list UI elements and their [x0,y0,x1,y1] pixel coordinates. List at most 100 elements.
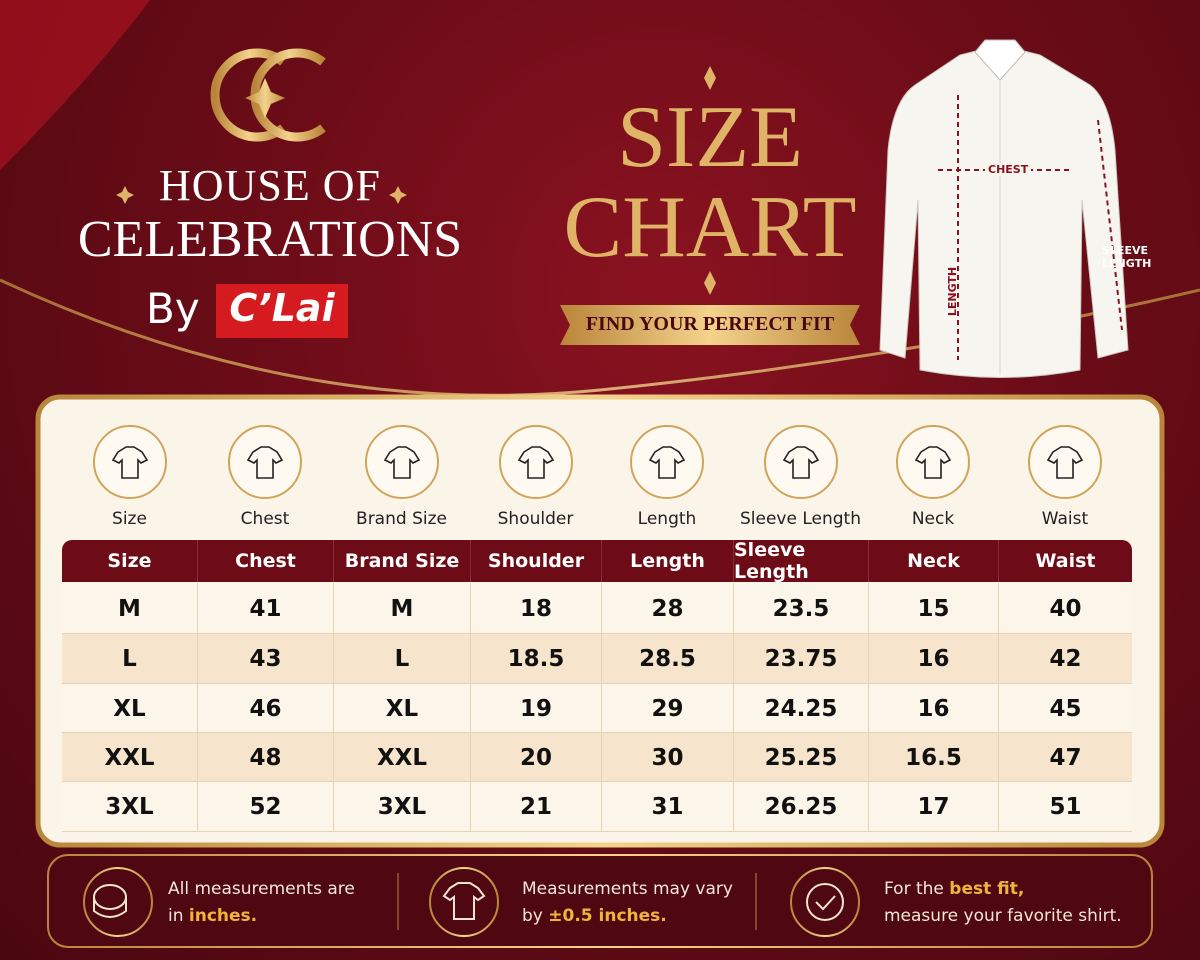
length-label: LENGTH [946,266,960,317]
row-bg [62,782,1132,832]
row-bg [62,684,1132,733]
sleeve-label-line: LENGTH [1102,257,1152,270]
table-cell: XXL [333,733,470,782]
table-cell: XL [333,684,470,733]
sleeve-label: SLEEVE LENGTH [1102,244,1151,270]
header-cell: Size [107,550,152,572]
table-cell: 18.5 [470,634,601,684]
icon [383,446,420,479]
icon-circle [92,425,167,499]
table-cell: L [333,634,470,684]
table-cell: 25.25 [733,733,868,782]
icon-circle [498,425,573,499]
footer-note: Measurements may vary by ±0.5 inches. [522,876,733,930]
note-emphasis: inches. [188,906,258,926]
icon-label: Chest [240,509,290,529]
icon-circle [1028,425,1102,499]
note-emphasis: best fit, [949,879,1025,899]
header-cell: Shoulder [470,540,601,582]
icon-circle [763,425,838,499]
header-cell: Neck [868,540,998,582]
icon-label: Size [112,509,147,529]
icon-label: Neck [911,509,955,529]
table-cell: 45 [998,684,1132,733]
icon [782,446,819,479]
table-cell: 16 [868,684,998,733]
brand-by: By [146,284,200,333]
table-cell: 21 [470,782,601,832]
note-text: All measurements are [168,879,355,899]
table-cell: 17 [868,782,998,832]
icon-circle [630,425,704,499]
table-cell: 48 [197,733,333,782]
table-cell: 31 [601,782,733,832]
table-cell: XXL [104,744,155,771]
brand-line2: CELEBRATIONS [77,211,463,268]
note-emphasis: ±0.5 inches. [548,906,667,926]
table-cell: 20 [470,733,601,782]
header-cell: Length [601,540,733,582]
table-cell: 15 [868,583,998,634]
header-cell: Chest [197,540,333,582]
table-cell: 24.25 [733,684,868,733]
icon-circle [228,425,302,499]
table-cell: 19 [470,684,601,733]
row-bg [62,634,1132,684]
table-cell: 3XL [333,782,470,832]
table-cell: M [333,583,470,634]
table-cell: 18 [470,583,601,634]
table-cell: 3XL [105,794,154,820]
icon-label: Sleeve Length [740,509,861,529]
header-cell: Waist [998,540,1132,582]
icon [517,446,554,479]
table-cell: 46 [197,684,333,733]
table-cell: 28.5 [601,634,733,684]
header-cell: Brand Size [333,540,470,582]
brand-label: C’Lai [229,286,335,330]
shirt-illustration [879,39,1129,378]
icon [1046,446,1084,479]
row-bg [62,583,1132,634]
note-text: by [522,906,543,926]
note-text: For the [884,879,944,899]
footer-note: For the best fit, measure your favorite s… [884,876,1122,930]
title-line1: SIZE [617,89,803,186]
note-text: in [168,906,184,926]
icon-circle [364,425,439,499]
table-cell: 51 [998,782,1132,832]
icon-circle [896,425,970,499]
table-cell: 42 [998,634,1132,684]
tagline: FIND YOUR PERFECT FIT [585,313,835,335]
brand-line1: HOUSE OF [159,161,381,210]
icon-label: Length [637,509,697,529]
title-line2: CHART [563,179,857,276]
table-cell: 41 [197,583,333,634]
sleeve-label-line: SLEEVE [1102,244,1148,257]
table-cell: 52 [197,782,333,832]
icon [914,446,952,479]
table-cell: 23.5 [733,583,868,634]
icon-label: Waist [1041,509,1089,529]
icon [111,446,148,479]
icon-label: Brand Size [356,509,447,529]
table-cell: M [118,595,141,622]
table-cell: 26.25 [733,782,868,832]
header-cell: Sleeve Length [733,539,868,583]
footer-note: All measurements are in inches. [168,876,355,930]
header-bar [62,540,1132,582]
table-cell: 40 [998,583,1132,634]
table-cell: 30 [601,733,733,782]
icon-label: Shoulder [497,509,574,529]
note-text: Measurements may vary [522,879,733,899]
chest-label: CHEST [985,163,1032,176]
table-cell: 16.5 [868,733,998,782]
table-cell: 29 [601,684,733,733]
table-cell: 47 [998,733,1132,782]
table-cell: 43 [197,634,333,684]
table-cell: L [122,646,137,672]
icon [648,446,686,479]
table-cell: 28 [601,583,733,634]
table-cell: 23.75 [733,634,868,684]
